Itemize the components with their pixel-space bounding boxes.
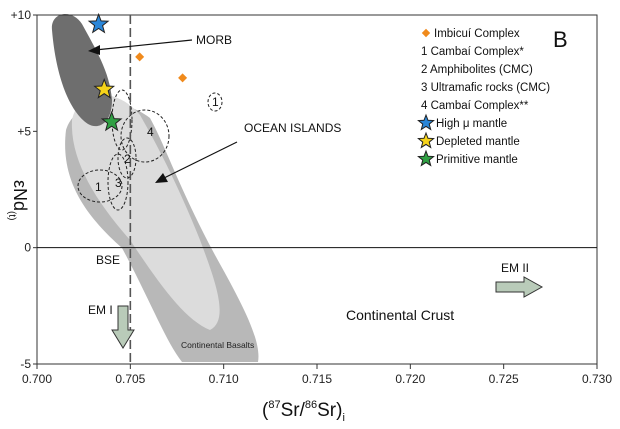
legend-item: 2 Amphibolites (CMC) <box>421 64 533 76</box>
field-1b-outline <box>207 92 223 112</box>
x-tick-label: 0.705 <box>115 372 145 386</box>
field-2-outline <box>117 137 137 179</box>
field-number-3: 3 <box>115 176 122 190</box>
legend-item: Imbicuí Complex <box>434 28 520 40</box>
legend-item: High μ mantle <box>436 118 507 130</box>
em2-label: EM II <box>501 261 529 275</box>
star-point <box>87 12 110 34</box>
star-point <box>93 78 116 99</box>
star-point <box>100 110 123 132</box>
x-tick-label: 0.715 <box>302 372 332 386</box>
x-axis-label: (87Sr/86Sr)i <box>262 399 345 424</box>
field-4-outline <box>120 109 170 163</box>
y-axis-ticks: +10 +5 0 -5 <box>11 8 37 371</box>
field-3-outline <box>107 153 129 211</box>
legend-marker <box>421 28 431 38</box>
field-number-1b: 1 <box>212 95 219 109</box>
continental-basalts-label: Continental Basalts <box>181 340 254 350</box>
field-number-2: 2 <box>124 152 131 166</box>
field-number-4: 4 <box>147 125 154 139</box>
panel-label: B <box>553 27 568 52</box>
em1-arrow <box>111 305 135 349</box>
field-number-1: 1 <box>95 180 102 194</box>
legend-item: Depleted mantle <box>436 136 520 148</box>
field-1-outline <box>77 169 123 203</box>
legend-item: 1 Cambaí Complex* <box>421 46 524 58</box>
x-tick-label: 0.730 <box>582 372 612 386</box>
em2-arrow <box>495 276 544 298</box>
legend-marker <box>417 113 435 131</box>
y-axis-label: εNd(t) <box>6 180 30 221</box>
diamond-point <box>178 73 188 83</box>
bse-label: BSE <box>96 253 120 267</box>
legend-marker <box>417 149 435 167</box>
morb-arrowhead <box>88 45 100 55</box>
fields <box>51 13 259 363</box>
y-tick-label: +5 <box>17 124 31 138</box>
diamond-point <box>135 52 145 62</box>
morb-arrow <box>94 39 193 51</box>
arrows <box>88 39 544 349</box>
continental-crust-label: Continental Crust <box>346 307 454 323</box>
em1-label: EM I <box>88 303 113 317</box>
morb-label: MORB <box>196 33 232 47</box>
ocean-islands-label: OCEAN ISLANDS <box>244 121 341 135</box>
dashed-fields <box>77 89 223 211</box>
ocean-islands-field <box>71 94 220 330</box>
ocean-islands-arrow <box>159 141 238 181</box>
y-tick-label: 0 <box>24 241 31 255</box>
morb-field <box>51 13 112 127</box>
x-tick-label: 0.710 <box>209 372 239 386</box>
legend: Imbicuí Complex 1 Cambaí Complex* 2 Amphib… <box>417 28 550 167</box>
legend-item: Primitive mantle <box>436 154 518 166</box>
legend-item: 3 Ultramafic rocks (CMC) <box>421 82 550 94</box>
legend-item: 4 Cambaí Complex** <box>421 100 529 112</box>
data-points <box>87 12 188 132</box>
x-tick-label: 0.720 <box>395 372 425 386</box>
x-tick-label: 0.725 <box>489 372 519 386</box>
y-tick-label: -5 <box>20 357 31 371</box>
x-tick-label: 0.700 <box>22 372 52 386</box>
ocean-islands-arrowhead <box>155 173 168 183</box>
legend-marker <box>417 131 435 149</box>
x-axis-ticks: 0.700 0.705 0.710 0.715 0.720 0.725 0.730 <box>22 364 612 386</box>
y-tick-label: +10 <box>11 8 32 22</box>
